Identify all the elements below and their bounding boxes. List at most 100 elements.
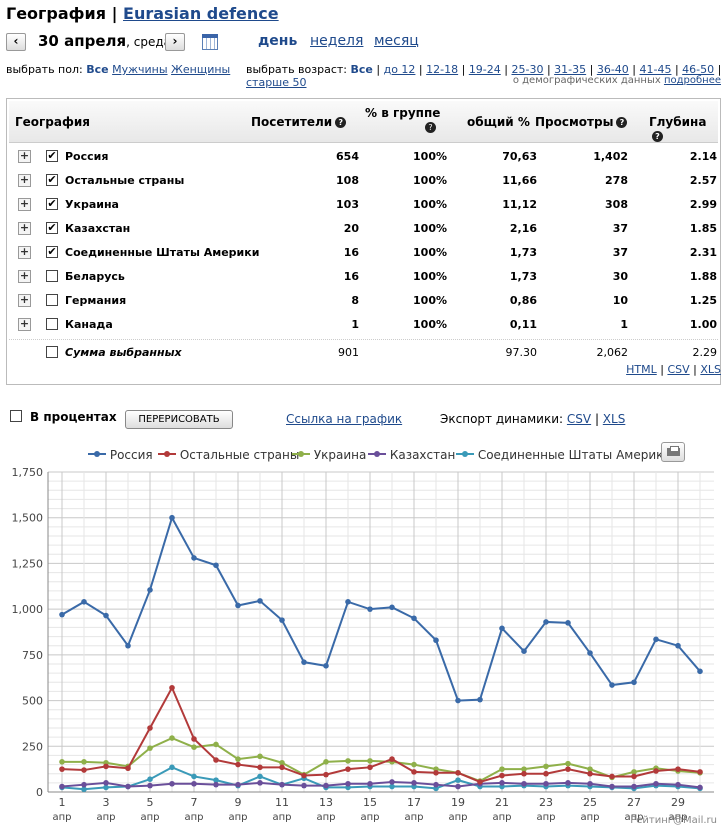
table-row[interactable]: + ✔ Украина 103 100% 11,12 308 2.99 bbox=[9, 193, 718, 217]
data-point bbox=[301, 772, 307, 779]
expand-icon[interactable]: + bbox=[18, 173, 31, 187]
age-option[interactable]: 36-40 bbox=[596, 63, 629, 76]
age-option[interactable]: 46-50 bbox=[682, 63, 715, 76]
x-tick-label: 5 bbox=[147, 796, 154, 809]
row-checkbox[interactable]: ✔ bbox=[46, 149, 58, 162]
export-dynamics-csv[interactable]: CSV bbox=[566, 412, 592, 426]
legend-item[interactable]: Остальные страны bbox=[158, 448, 299, 462]
sum-visitors: 901 bbox=[338, 346, 359, 359]
legend-label: Казахстан bbox=[389, 448, 456, 462]
row-checkbox[interactable]: ✔ bbox=[46, 221, 58, 234]
expand-icon[interactable]: + bbox=[18, 317, 31, 331]
period-week[interactable]: неделя bbox=[310, 33, 364, 49]
x-tick-label: 21 bbox=[495, 796, 509, 809]
data-point bbox=[191, 773, 197, 780]
gender-all[interactable]: Все bbox=[86, 63, 109, 76]
export-xls-link[interactable]: XLS bbox=[700, 363, 721, 376]
row-checkbox[interactable] bbox=[46, 294, 58, 306]
data-point bbox=[543, 780, 549, 787]
x-tick-label: 17 bbox=[407, 796, 421, 809]
age-option[interactable]: 41-45 bbox=[639, 63, 672, 76]
data-point bbox=[191, 736, 197, 742]
help-icon[interactable]: ? bbox=[652, 131, 663, 142]
x-tick-sublabel: апр bbox=[624, 812, 643, 823]
expand-icon[interactable]: + bbox=[18, 221, 31, 235]
row-checkbox[interactable]: ✔ bbox=[46, 197, 58, 210]
col-visitors[interactable]: Посетители? bbox=[251, 115, 347, 129]
col-geo[interactable]: География bbox=[15, 115, 91, 129]
data-point bbox=[631, 679, 637, 686]
graph-link[interactable]: Ссылка на график bbox=[286, 412, 403, 426]
demographics-more-link[interactable]: подробнее bbox=[663, 75, 721, 86]
legend-item[interactable]: Казахстан bbox=[368, 448, 455, 462]
export-dynamics-xls[interactable]: XLS bbox=[602, 412, 626, 426]
col-depth[interactable]: Глубина? bbox=[649, 115, 718, 143]
cell-pct-group: 100% bbox=[413, 150, 447, 163]
legend-marker-icon bbox=[368, 451, 386, 457]
print-icon[interactable] bbox=[661, 442, 685, 462]
table-row[interactable]: + ✔ Остальные страны 108 100% 11,66 278 2.57 bbox=[9, 169, 718, 193]
cell-views: 37 bbox=[612, 246, 628, 259]
series-line bbox=[61, 780, 701, 789]
legend-item[interactable]: Россия bbox=[88, 448, 153, 462]
table-row[interactable]: + ✔ Казахстан 20 100% 2,16 37 1.85 bbox=[9, 217, 718, 241]
age-option[interactable]: 19-24 bbox=[468, 63, 501, 76]
prev-day-button[interactable]: ‹ bbox=[6, 33, 26, 51]
age-all[interactable]: Все bbox=[350, 63, 373, 76]
gender-female[interactable]: Женщины bbox=[171, 63, 231, 76]
age-option[interactable]: 25-30 bbox=[511, 63, 544, 76]
legend-item[interactable]: Соединенные Штаты Америки bbox=[456, 448, 671, 462]
help-icon[interactable]: ? bbox=[616, 117, 628, 128]
calendar-icon[interactable] bbox=[202, 34, 218, 50]
col-views[interactable]: Просмотры? bbox=[535, 115, 628, 129]
x-tick-label: 1 bbox=[59, 796, 66, 809]
expand-icon[interactable]: + bbox=[18, 269, 31, 283]
row-checkbox[interactable] bbox=[46, 270, 58, 282]
expand-icon[interactable]: + bbox=[18, 197, 31, 211]
period-day[interactable]: день bbox=[258, 33, 298, 49]
table-row[interactable]: + Германия 8 100% 0,86 10 1.25 bbox=[9, 289, 718, 313]
data-point bbox=[653, 636, 659, 643]
data-point bbox=[697, 668, 703, 675]
table-row[interactable]: + ✔ Россия 654 100% 70,63 1,402 2.14 bbox=[9, 145, 718, 169]
legend-item[interactable]: Украина bbox=[292, 448, 366, 462]
cell-visitors: 108 bbox=[336, 174, 359, 187]
age-option[interactable]: 12-18 bbox=[426, 63, 459, 76]
help-icon[interactable]: ? bbox=[425, 122, 436, 133]
y-tick-label: 1,250 bbox=[12, 557, 44, 570]
sum-checkbox[interactable] bbox=[46, 346, 58, 358]
expand-icon[interactable]: + bbox=[18, 245, 31, 259]
col-pct-total[interactable]: общий % bbox=[467, 115, 530, 129]
cell-pct-group: 100% bbox=[413, 198, 447, 211]
export-csv-link[interactable]: CSV bbox=[667, 363, 690, 376]
age-option[interactable]: 31-35 bbox=[554, 63, 587, 76]
cell-visitors: 103 bbox=[336, 198, 359, 211]
next-day-button[interactable]: › bbox=[165, 33, 185, 51]
table-row[interactable]: + Канада 1 100% 0,11 1 1.00 bbox=[9, 313, 718, 337]
expand-icon[interactable]: + bbox=[18, 149, 31, 163]
col-pct-group-help[interactable]: ? bbox=[422, 121, 436, 134]
period-month[interactable]: месяц bbox=[374, 33, 419, 49]
row-checkbox[interactable]: ✔ bbox=[46, 245, 58, 258]
redraw-button[interactable]: ПЕРЕРИСОВАТЬ bbox=[125, 410, 233, 429]
x-tick-sublabel: апр bbox=[404, 812, 423, 823]
row-checkbox[interactable] bbox=[46, 318, 58, 330]
expand-icon[interactable]: + bbox=[18, 293, 31, 307]
data-point bbox=[81, 786, 87, 793]
cell-pct-group: 100% bbox=[413, 270, 447, 283]
age-option[interactable]: до 12 bbox=[383, 63, 416, 76]
col-pct-group[interactable]: % в группе bbox=[365, 106, 440, 120]
row-checkbox[interactable]: ✔ bbox=[46, 173, 58, 186]
export-html-link[interactable]: HTML bbox=[626, 363, 657, 376]
percent-checkbox[interactable] bbox=[10, 410, 22, 422]
site-link[interactable]: Eurasian defence bbox=[123, 4, 279, 23]
gender-male[interactable]: Мужчины bbox=[112, 63, 168, 76]
table-row[interactable]: + ✔ Соединенные Штаты Америки 16 100% 1,73 37 2… bbox=[9, 241, 718, 265]
help-icon[interactable]: ? bbox=[335, 117, 347, 128]
footer-counter: Рейтинг@Mail.ru bbox=[630, 815, 717, 826]
data-point bbox=[257, 753, 263, 760]
data-point bbox=[169, 764, 175, 771]
table-header: География Посетители? % в группе ? общий… bbox=[9, 101, 718, 143]
table-row[interactable]: + Беларусь 16 100% 1,73 30 1.88 bbox=[9, 265, 718, 289]
age-option[interactable]: старше 50 bbox=[246, 76, 307, 89]
